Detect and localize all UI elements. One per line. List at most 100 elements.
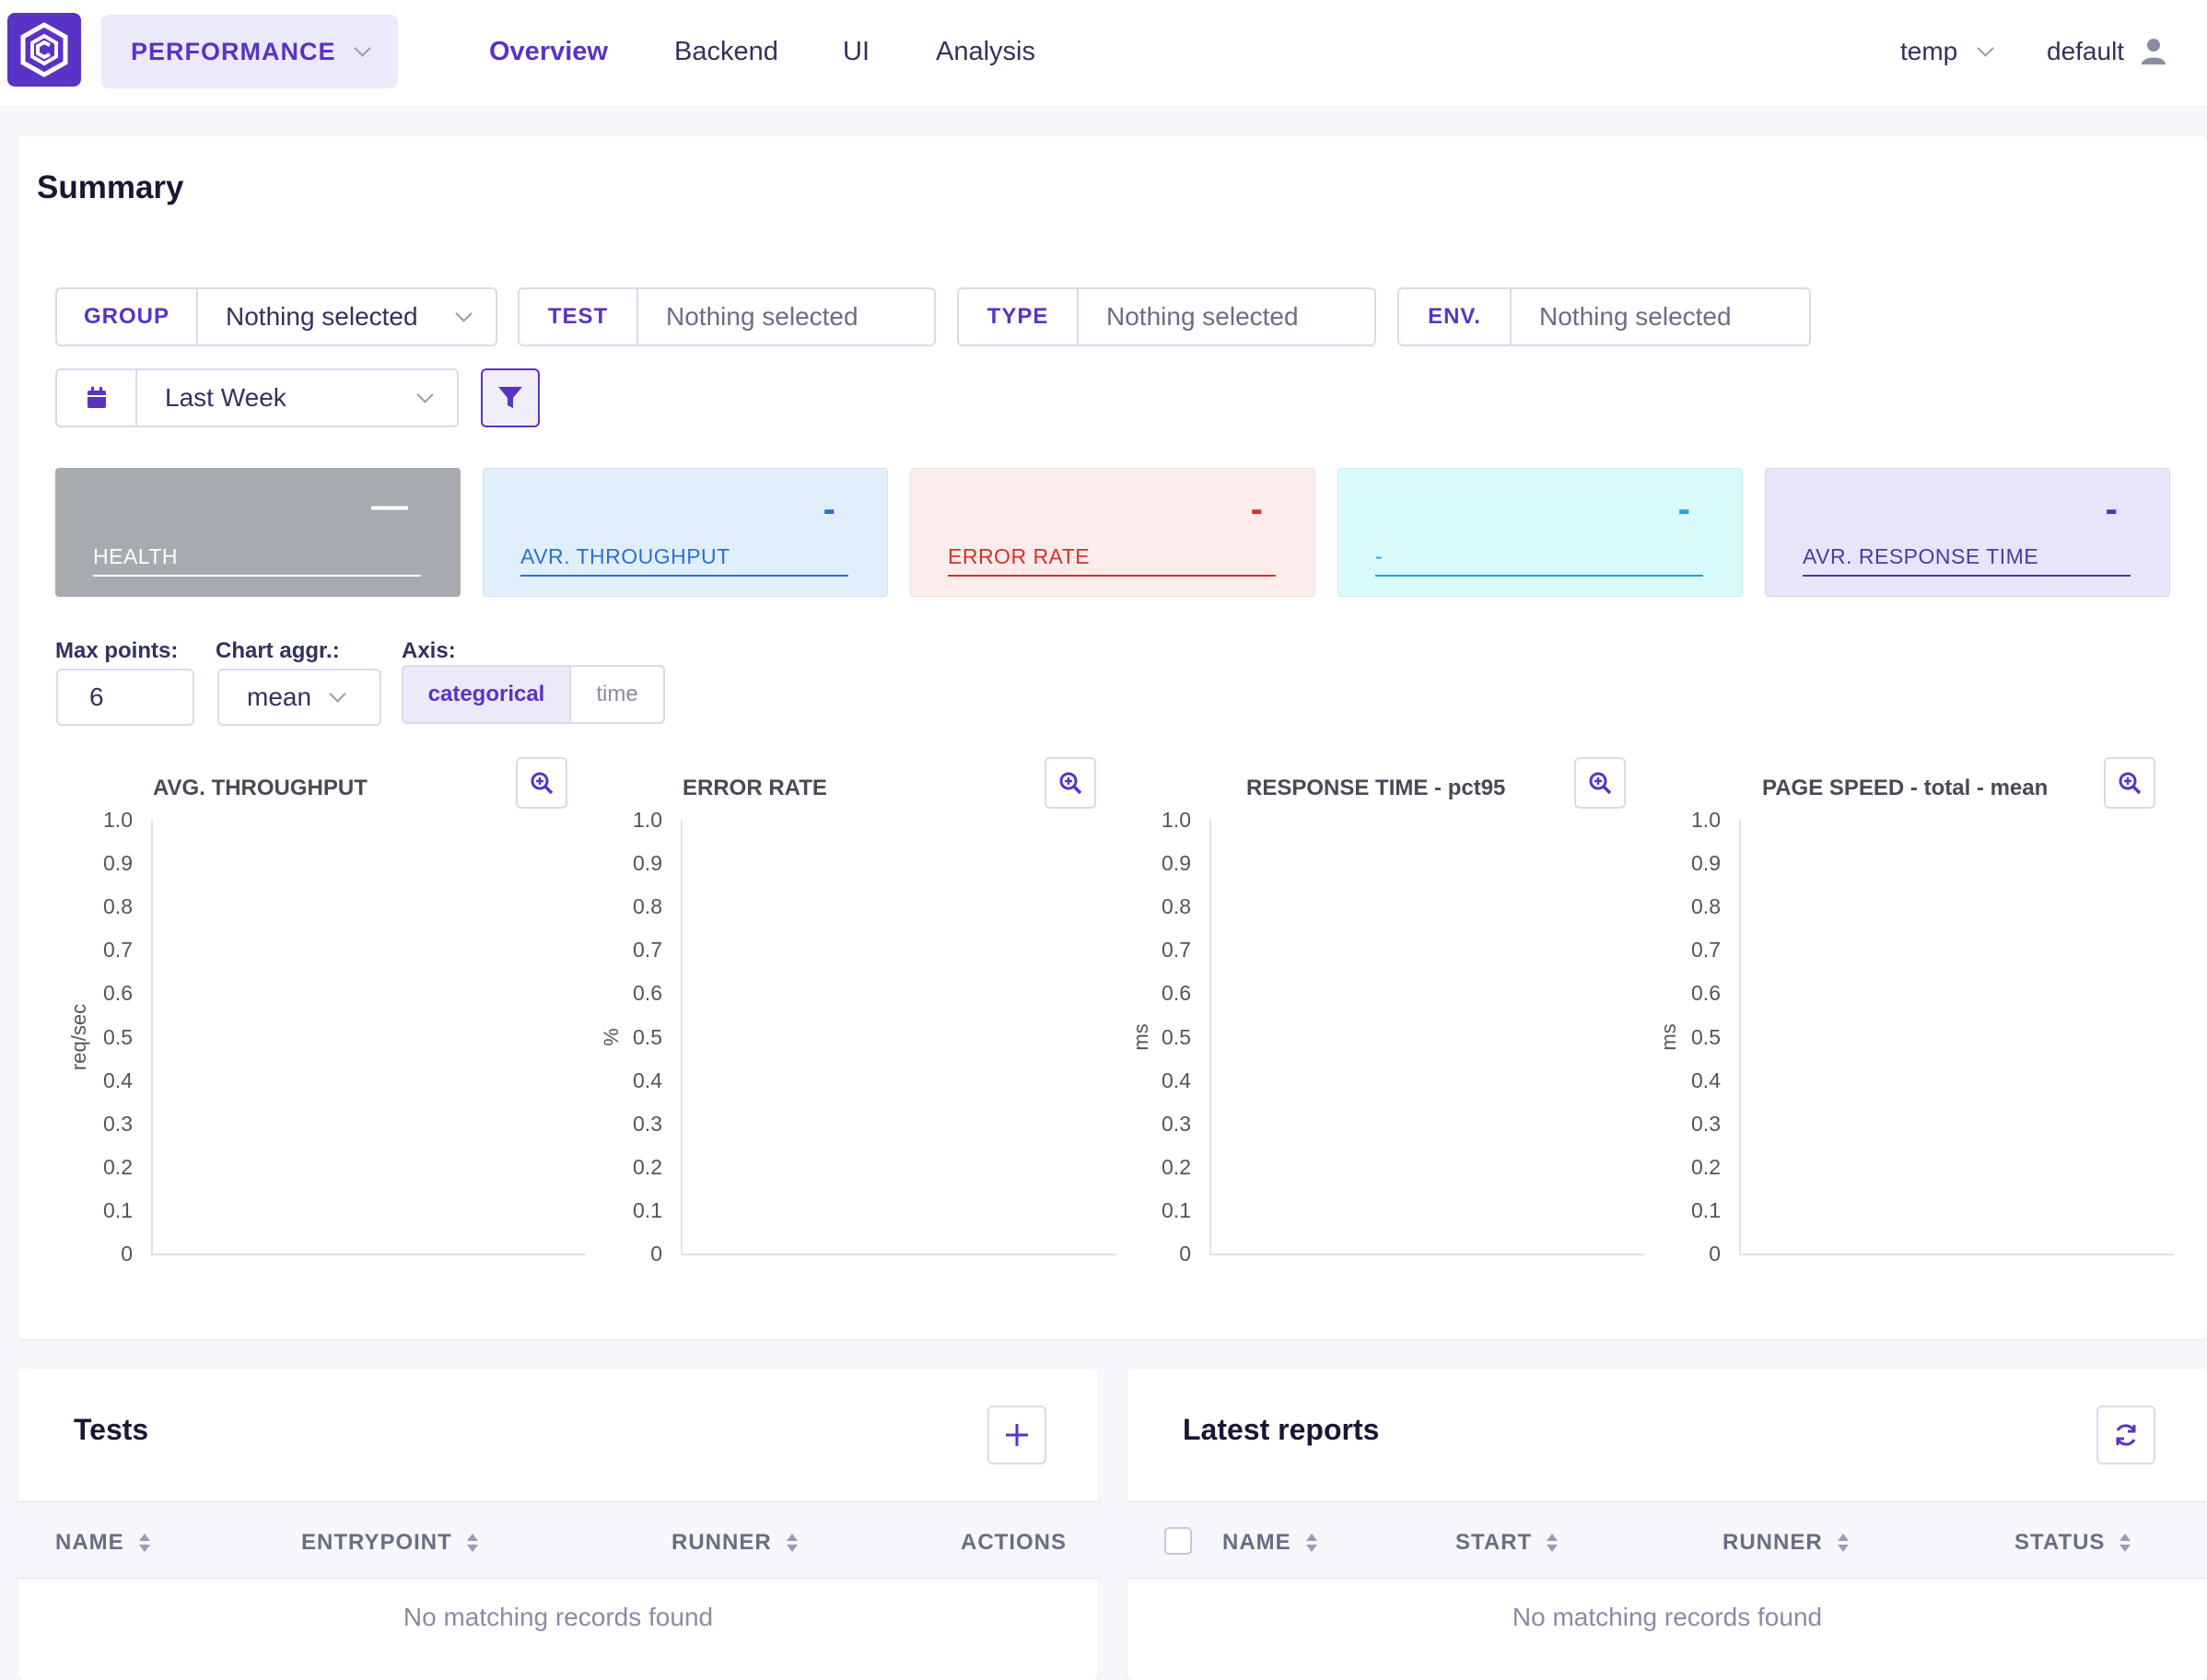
- mode-selector[interactable]: temp: [1900, 37, 1994, 66]
- user-menu[interactable]: default: [2047, 37, 2166, 66]
- test-filter-label: TEST: [520, 289, 638, 344]
- chevron-down-icon: [329, 684, 346, 703]
- refresh-reports-button[interactable]: [2096, 1406, 2155, 1464]
- chart-y-tick-label: 1.0: [633, 808, 662, 832]
- metric-error-rate-value: -: [1250, 489, 1263, 530]
- chart-y-tick-label: 0.2: [103, 1154, 133, 1179]
- chart-title: PAGE SPEED - total - mean: [1762, 776, 2049, 800]
- sort-icon: [2119, 1533, 2131, 1553]
- metric-response-time: - AVR. RESPONSE TIME: [1765, 468, 2170, 597]
- tab-backend[interactable]: Backend: [674, 37, 778, 66]
- axis-option-categorical[interactable]: categorical: [403, 667, 571, 722]
- date-range-filter[interactable]: Last Week: [55, 368, 459, 427]
- project-selector[interactable]: PERFORMANCE: [101, 15, 398, 88]
- zoom-in-icon: [2119, 772, 2142, 795]
- add-test-button[interactable]: [987, 1406, 1046, 1464]
- chart-zoom-button[interactable]: [516, 757, 567, 809]
- axis-option-time[interactable]: time: [596, 682, 638, 706]
- chart-y-tick-label: 0.5: [103, 1024, 133, 1049]
- chart-aggr-value: mean: [247, 682, 312, 711]
- metric-unnamed: - -: [1337, 468, 1743, 597]
- type-filter-select[interactable]: Nothing selected: [1079, 289, 1374, 344]
- chart-y-tick-label: 0.9: [1162, 851, 1191, 876]
- chart-y-tick-label: 0.4: [103, 1068, 133, 1092]
- metric-response-time-value: -: [2105, 489, 2118, 530]
- chart-x-axis-line: [1739, 1254, 2174, 1255]
- reports-col-status[interactable]: STATUS: [2014, 1530, 2131, 1556]
- tab-ui[interactable]: UI: [843, 37, 870, 66]
- test-filter[interactable]: TEST Nothing selected: [518, 287, 936, 346]
- metric-throughput: - AVR. THROUGHPUT: [483, 468, 888, 597]
- chart-y-tick-label: 0.5: [1691, 1024, 1721, 1049]
- chart-y-axis-line: [681, 820, 683, 1254]
- sort-icon: [1837, 1533, 1849, 1553]
- reports-col-name[interactable]: NAME: [1222, 1530, 1317, 1556]
- env-filter[interactable]: ENV. Nothing selected: [1397, 287, 1811, 346]
- chart-zoom-button[interactable]: [1045, 757, 1096, 809]
- tests-table-header: NAME ENTRYPOINT RUNNER ACTIONS: [18, 1501, 1098, 1579]
- logo-icon: [20, 22, 68, 77]
- group-filter[interactable]: GROUP Nothing selected: [55, 287, 497, 346]
- max-points-input[interactable]: 6: [56, 669, 194, 726]
- chart-x-axis-line: [1209, 1254, 1644, 1255]
- chart-y-tick-label: 0.1: [1691, 1197, 1721, 1222]
- tests-col-runner[interactable]: RUNNER: [671, 1530, 798, 1556]
- max-points-label: Max points:: [55, 638, 179, 663]
- chart-y-tick-label: 0.3: [633, 1111, 662, 1136]
- chart-y-axis-line: [1209, 820, 1211, 1254]
- metric-health: — HEALTH: [55, 468, 461, 597]
- chevron-down-icon: [416, 385, 434, 403]
- sort-icon: [1305, 1533, 1317, 1553]
- chevron-down-icon: [455, 304, 473, 322]
- chart-y-tick-label: 0.5: [1162, 1024, 1191, 1049]
- reports-col-start[interactable]: START: [1455, 1530, 1559, 1556]
- chart-y-tick-label: 0.6: [1691, 981, 1721, 1006]
- chart-y-tick-label: 0.2: [1162, 1154, 1191, 1179]
- chart-title: AVG. THROUGHPUT: [153, 776, 368, 800]
- metric-throughput-label: AVR. THROUGHPUT: [520, 544, 848, 577]
- apply-filter-button[interactable]: [481, 368, 540, 427]
- user-name: default: [2047, 37, 2125, 65]
- chart-y-tick-label: 0.3: [103, 1111, 133, 1136]
- chart-y-tick-label: 0.4: [1162, 1068, 1191, 1092]
- chart-y-tick-label: 0.1: [633, 1197, 662, 1222]
- sort-icon: [466, 1533, 478, 1553]
- chart-zoom-button[interactable]: [2104, 757, 2155, 809]
- date-range-select[interactable]: Last Week: [137, 370, 457, 426]
- env-filter-select[interactable]: Nothing selected: [1512, 289, 1809, 344]
- chart-x-axis-line: [681, 1254, 1115, 1255]
- chart-y-tick-label: 0.7: [1691, 938, 1721, 962]
- group-filter-label: GROUP: [57, 289, 198, 344]
- chart-aggr-select[interactable]: mean: [217, 669, 381, 726]
- group-filter-select[interactable]: Nothing selected: [198, 289, 496, 344]
- test-filter-select[interactable]: Nothing selected: [638, 289, 934, 344]
- tests-col-name[interactable]: NAME: [55, 1530, 150, 1556]
- chart-y-tick-label: 0.9: [1691, 851, 1721, 876]
- project-name: PERFORMANCE: [131, 37, 336, 65]
- app-logo[interactable]: [7, 13, 81, 87]
- reports-col-runner[interactable]: RUNNER: [1722, 1530, 1849, 1556]
- tab-analysis[interactable]: Analysis: [936, 37, 1035, 66]
- chart-y-tick-label: 0.9: [103, 851, 133, 876]
- env-filter-label: ENV.: [1399, 289, 1512, 344]
- type-filter[interactable]: TYPE Nothing selected: [957, 287, 1376, 346]
- summary-title: Summary: [37, 169, 184, 205]
- zoom-in-icon: [531, 772, 554, 795]
- zoom-in-icon: [1059, 772, 1082, 795]
- chart-y-tick-label: 1.0: [1162, 808, 1191, 832]
- chart-zoom-button[interactable]: [1574, 757, 1626, 809]
- select-all-checkbox[interactable]: [1164, 1527, 1192, 1555]
- tab-overview[interactable]: Overview: [489, 37, 608, 66]
- tests-col-entrypoint[interactable]: ENTRYPOINT: [301, 1530, 478, 1556]
- type-filter-label: TYPE: [959, 289, 1079, 344]
- user-icon: [2142, 39, 2166, 64]
- chart-y-tick-label: 0.1: [1162, 1197, 1191, 1222]
- chart-y-tick-label: 0.8: [1691, 894, 1721, 919]
- chart-y-tick-label: 0.4: [633, 1068, 662, 1092]
- metric-error-rate-label: ERROR RATE: [948, 544, 1276, 577]
- calendar-icon-box: [57, 370, 137, 426]
- filter-icon: [498, 387, 522, 408]
- metric-response-time-label: AVR. RESPONSE TIME: [1803, 544, 2131, 577]
- chart-y-tick-label: 0.5: [633, 1024, 662, 1049]
- axis-label: Axis:: [402, 638, 456, 663]
